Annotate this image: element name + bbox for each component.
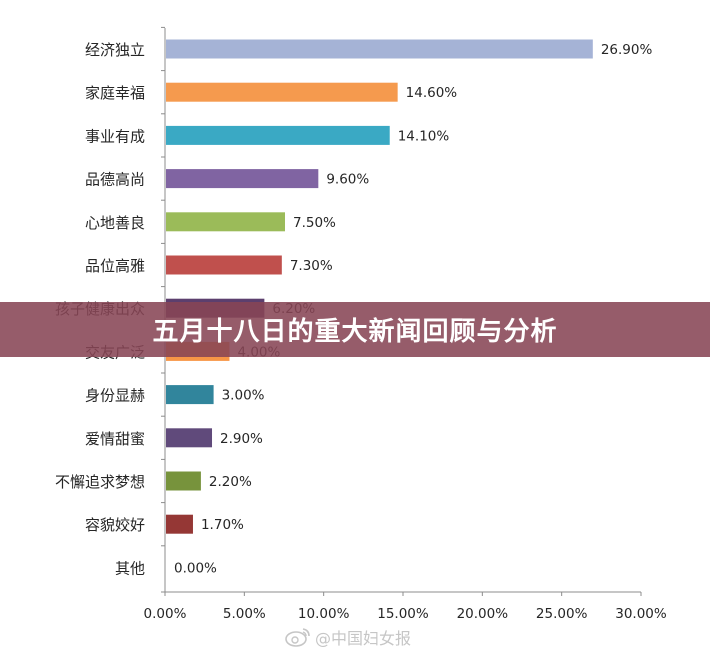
category-label: 事业有成: [85, 127, 145, 145]
value-label: 2.20%: [209, 474, 252, 490]
bar: [166, 212, 285, 232]
x-tick-label: 0.00%: [144, 606, 187, 622]
x-tick-label: 20.00%: [457, 606, 509, 622]
value-label: 26.90%: [601, 42, 653, 58]
category-label: 容貌姣好: [85, 516, 145, 534]
weibo-icon: [285, 628, 310, 647]
value-label: 3.00%: [222, 388, 265, 404]
x-tick-label: 25.00%: [536, 606, 588, 622]
x-tick-label: 30.00%: [615, 606, 667, 622]
value-label: 14.10%: [398, 128, 450, 144]
bar: [166, 82, 398, 102]
category-label: 身份显赫: [85, 387, 145, 405]
value-label: 9.60%: [326, 172, 369, 188]
bar: [166, 255, 282, 275]
watermark: @中国妇女报: [285, 625, 411, 649]
watermark-text: @中国妇女报: [315, 629, 412, 648]
value-label: 7.50%: [293, 215, 336, 231]
category-label: 爱情甜蜜: [85, 430, 145, 448]
bar: [166, 125, 390, 145]
headline-title: 五月十八日的重大新闻回顾与分析: [152, 317, 558, 347]
bar: [166, 39, 593, 59]
bar: [166, 471, 201, 491]
x-tick-label: 5.00%: [223, 606, 266, 622]
bar: [166, 514, 193, 534]
value-label: 1.70%: [201, 517, 244, 533]
x-tick-label: 15.00%: [377, 606, 429, 622]
value-label: 0.00%: [174, 560, 217, 576]
category-label: 品德高尚: [85, 171, 145, 189]
category-label: 心地善良: [85, 214, 145, 232]
value-label: 14.60%: [406, 85, 458, 101]
value-label: 7.30%: [290, 258, 333, 274]
category-label: 不懈追求梦想: [55, 473, 145, 491]
category-label: 其他: [115, 559, 145, 577]
value-label: 2.90%: [220, 431, 263, 447]
bar: [166, 385, 214, 405]
category-label: 经济独立: [85, 41, 145, 59]
bar: [166, 169, 319, 189]
category-label: 家庭幸福: [85, 84, 145, 102]
headline-banner: 五月十八日的重大新闻回顾与分析: [0, 302, 710, 357]
x-tick-label: 10.00%: [298, 606, 350, 622]
category-label: 品位高雅: [85, 257, 145, 275]
bar: [166, 428, 213, 448]
